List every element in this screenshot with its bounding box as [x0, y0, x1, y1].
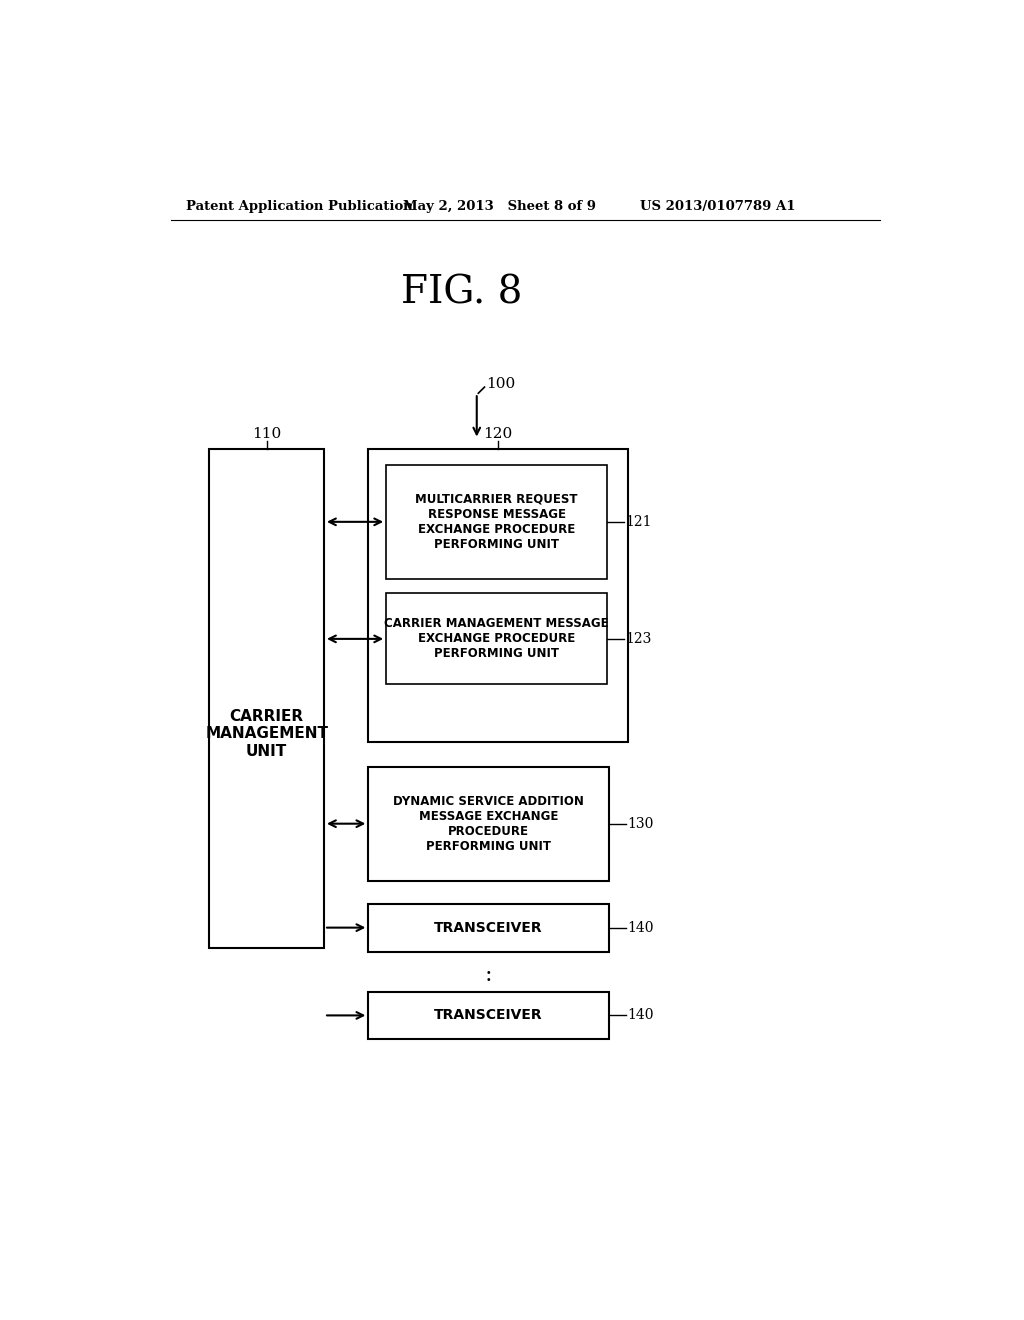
- Text: MULTICARRIER REQUEST
RESPONSE MESSAGE
EXCHANGE PROCEDURE
PERFORMING UNIT: MULTICARRIER REQUEST RESPONSE MESSAGE EX…: [416, 492, 578, 550]
- Text: May 2, 2013   Sheet 8 of 9: May 2, 2013 Sheet 8 of 9: [403, 199, 596, 213]
- Text: :: :: [484, 964, 493, 986]
- Text: TRANSCEIVER: TRANSCEIVER: [434, 1008, 543, 1023]
- Text: TRANSCEIVER: TRANSCEIVER: [434, 920, 543, 935]
- Text: 100: 100: [486, 378, 515, 391]
- Bar: [209, 450, 324, 949]
- Text: US 2013/0107789 A1: US 2013/0107789 A1: [640, 199, 795, 213]
- Bar: [369, 991, 608, 1039]
- Text: FIG. 8: FIG. 8: [400, 275, 522, 312]
- Text: CARRIER
MANAGEMENT
UNIT: CARRIER MANAGEMENT UNIT: [205, 709, 329, 759]
- Text: Patent Application Publication: Patent Application Publication: [186, 199, 413, 213]
- Text: 121: 121: [626, 515, 652, 529]
- Text: 120: 120: [483, 428, 513, 441]
- Bar: [386, 465, 607, 579]
- Bar: [369, 449, 628, 742]
- Bar: [369, 904, 608, 952]
- Bar: [369, 767, 608, 880]
- Text: 130: 130: [627, 817, 653, 830]
- Text: 123: 123: [626, 632, 652, 645]
- Bar: [386, 594, 607, 684]
- Text: 140: 140: [627, 1008, 653, 1023]
- Text: 140: 140: [627, 920, 653, 935]
- Text: DYNAMIC SERVICE ADDITION
MESSAGE EXCHANGE
PROCEDURE
PERFORMING UNIT: DYNAMIC SERVICE ADDITION MESSAGE EXCHANG…: [393, 795, 584, 853]
- Text: CARRIER MANAGEMENT MESSAGE
EXCHANGE PROCEDURE
PERFORMING UNIT: CARRIER MANAGEMENT MESSAGE EXCHANGE PROC…: [384, 618, 609, 660]
- Text: 110: 110: [252, 428, 282, 441]
